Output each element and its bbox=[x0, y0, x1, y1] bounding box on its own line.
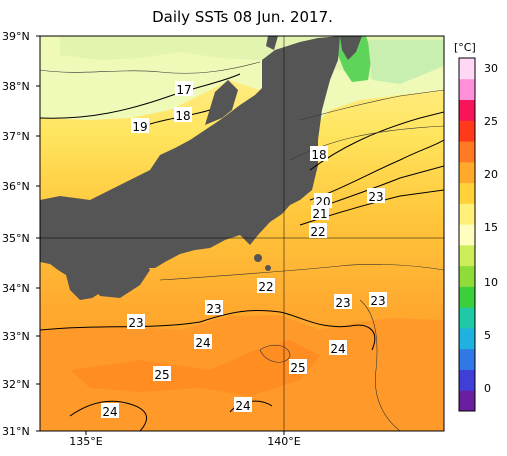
sado-island bbox=[266, 36, 278, 50]
contour-label: 21 bbox=[312, 207, 327, 221]
lat-label: 34°N bbox=[2, 282, 30, 295]
northern-land bbox=[340, 36, 362, 60]
contour-label: 22 bbox=[258, 280, 273, 294]
colorbar-tick: 0 bbox=[484, 382, 491, 395]
colorbar-segment bbox=[459, 58, 475, 80]
lon-label: 135°E bbox=[69, 435, 103, 448]
colorbar-segment bbox=[459, 161, 475, 184]
lat-label: 38°N bbox=[2, 80, 30, 93]
colorbar-tick: 5 bbox=[484, 329, 491, 342]
colorbar-segment bbox=[459, 203, 475, 225]
lat-label: 33°N bbox=[2, 330, 30, 343]
colorbar-frame bbox=[458, 57, 476, 412]
colorbar bbox=[459, 58, 475, 412]
grid-lines bbox=[40, 36, 444, 431]
noto-peninsula bbox=[205, 80, 238, 125]
map-title: Daily SSTs 08 Jun. 2017. bbox=[152, 8, 333, 26]
contour-label: 23 bbox=[335, 296, 350, 310]
colorbar-tick: 15 bbox=[484, 221, 498, 234]
colorbar-segment bbox=[459, 327, 475, 350]
contour-value-labels: 17 18 19 18 20 21 22 23 22 23 23 23 24 2… bbox=[101, 81, 387, 419]
lat-label: 36°N bbox=[2, 180, 30, 193]
lat-label: 37°N bbox=[2, 130, 30, 143]
tick-marks bbox=[36, 35, 285, 435]
lon-label: 140°E bbox=[267, 435, 301, 448]
contour-label: 23 bbox=[370, 294, 385, 308]
contour-label: 24 bbox=[102, 405, 117, 419]
contour-label: 17 bbox=[176, 83, 191, 97]
contour-lines-thin bbox=[40, 61, 444, 431]
colorbar-segment bbox=[459, 348, 475, 370]
colorbar-segment bbox=[459, 182, 475, 204]
contour-label: 24 bbox=[330, 342, 345, 356]
contour-label: 25 bbox=[290, 361, 305, 375]
colorbar-unit: [°C] bbox=[454, 41, 476, 54]
map-frame bbox=[39, 35, 445, 432]
colorbar-segment bbox=[459, 244, 475, 267]
lat-label: 35°N bbox=[2, 232, 30, 245]
colorbar-segment bbox=[459, 307, 475, 329]
contour-label: 22 bbox=[310, 225, 325, 239]
colorbar-tick: 20 bbox=[484, 168, 498, 181]
colorbar-segment bbox=[459, 120, 475, 142]
lat-label: 39°N bbox=[2, 30, 30, 43]
colorbar-segment bbox=[459, 265, 475, 287]
izu-island bbox=[265, 265, 271, 271]
colorbar-segment bbox=[459, 99, 475, 121]
contour-label: 23 bbox=[128, 316, 143, 330]
kii-peninsula bbox=[92, 255, 150, 298]
cold-water-patch-2 bbox=[368, 40, 444, 84]
colorbar-segment bbox=[459, 224, 475, 246]
colorbar-segment bbox=[459, 141, 475, 163]
honshu-land bbox=[40, 36, 340, 300]
contour-label: 23 bbox=[206, 302, 221, 316]
colorbar-segment bbox=[459, 286, 475, 308]
colorbar-tick: 30 bbox=[484, 62, 498, 75]
contour-label: 19 bbox=[132, 120, 147, 134]
colorbar-segment bbox=[459, 78, 475, 101]
contour-label: 24 bbox=[195, 336, 210, 350]
contour-label: 24 bbox=[235, 399, 250, 413]
colorbar-tick: 25 bbox=[484, 115, 498, 128]
contour-label: 25 bbox=[154, 368, 169, 382]
lat-label: 32°N bbox=[2, 378, 30, 391]
colorbar-segment bbox=[459, 390, 475, 412]
contour-label: 18 bbox=[175, 109, 190, 123]
warm-water-25 bbox=[70, 340, 320, 396]
izu-island bbox=[254, 254, 262, 262]
contour-label: 23 bbox=[368, 190, 383, 204]
contour-label: 18 bbox=[311, 148, 326, 162]
colorbar-tick: 10 bbox=[484, 276, 498, 289]
colorbar-segment bbox=[459, 369, 475, 391]
lat-label: 31°N bbox=[2, 425, 30, 438]
